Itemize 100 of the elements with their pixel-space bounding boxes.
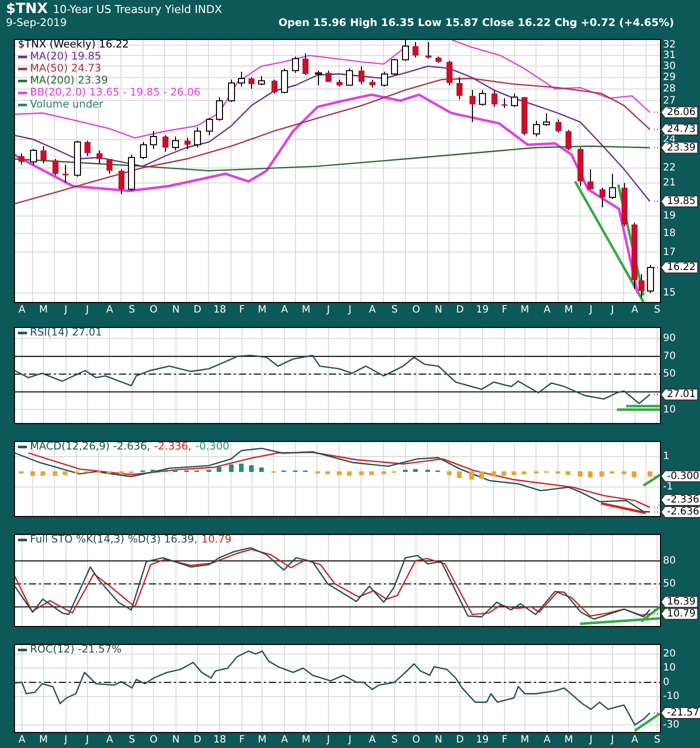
x-tick-label: O [150,304,158,316]
x-tick-label: J [588,304,592,316]
x-tick-label: A [544,734,551,746]
annotation: 23.39 [667,142,696,154]
x-tick-label: A [368,734,376,746]
x-tick-label: M [39,304,48,316]
x-tick-label: J [326,304,330,316]
x-tick-label: M [258,734,267,746]
legend-label: Volume under [30,98,104,111]
x-tick-label: S [391,304,398,316]
annotation: 16.22 [667,262,696,274]
x-tick-label: 18 [213,304,226,316]
y-tick-label: 27 [663,95,676,106]
x-tick-label: D [194,734,202,746]
x-tick-label: M [39,734,48,746]
x-tick-label: 18 [213,734,226,746]
annotation: 27.01 [667,389,696,400]
x-tick-label: A [544,304,551,316]
x-tick-label: A [106,304,114,316]
text: 9-Sep-2019 [6,16,67,30]
x-tick-label: S [654,304,660,316]
annotation: 16.39 [667,596,696,608]
x-tick-label: M [258,304,267,316]
x-tick-label: A [281,734,288,746]
x-tick-label: O [150,734,158,746]
legend-label: MA(50) 24.73 [30,62,102,75]
legend-label: MA(200) 23.39 [30,74,108,87]
legend-label: Full STO %K(14,3) %D(3) 16.39, [30,534,198,546]
x-tick-label: J [326,734,330,746]
y-tick-label: 0 [663,676,670,688]
y-tick-label: -1 [663,482,673,493]
x-tick-label: J [84,734,89,746]
x-tick-label: N [434,304,442,316]
x-tick-label: J [84,304,89,316]
x-tick-label: N [434,734,442,746]
y-tick-label: 28 [663,83,676,94]
x-tick-label: O [412,734,420,746]
y-tick-label: 70 [663,350,676,362]
x-tick-label: S [128,304,136,316]
annotation: -0.300 [667,470,700,482]
x-tick-label: N [172,304,180,316]
x-tick-label: J [610,304,614,316]
annotation: -2.336 [667,494,700,506]
annotation: 24.73 [667,124,696,136]
y-tick-label: 32 [663,40,676,51]
x-tick-label: F [502,304,508,316]
x-tick-label: M [302,734,310,746]
annotation: 19.85 [667,196,696,208]
legend-label: BB(20,2.0) 13.65 - 19.85 - 26.06 [30,86,201,99]
series-label: -0.300 [195,440,230,453]
annotation: 10.79 [667,608,696,620]
x-tick-label: F [239,734,246,746]
legend-label: ROC(12) -21.57% [30,644,122,656]
x-tick-label: F [502,734,508,746]
x-tick-label: A [106,734,114,746]
x-tick-label: D [456,304,464,316]
x-tick-label: 19 [476,734,489,746]
legend-label: MACD(12,26,9) -2.636, [30,440,150,453]
text: Open 15.96 High 16.35 Low 15.87 Close 16.22 Chg +0.72 (+4.65%) [278,16,674,30]
x-tick-label: A [368,304,376,316]
y-tick-label: 10 [663,662,676,674]
y-tick-label: 19 [663,210,676,222]
x-tick-label: O [412,304,420,316]
x-tick-label: 19 [476,304,489,316]
x-tick-label: S [654,734,660,746]
y-tick-label: 17 [663,246,676,258]
x-tick-label: M [520,734,530,746]
x-tick-label: A [631,304,638,316]
x-tick-label: D [456,734,464,746]
x-tick-label: J [63,734,68,746]
y-tick-label: 21 [663,178,676,189]
y-tick-label: 50 [663,368,676,380]
legend-label: MA(20) 19.85 [30,50,102,63]
y-tick-label: 15 [663,288,676,299]
chart-title: $TNX [6,1,48,17]
x-tick-label: J [588,734,592,746]
annotation: -2.636 [667,506,700,518]
y-tick-label: 22 [663,162,676,174]
y-tick-label: 31 [663,50,676,62]
x-tick-label: J [347,734,352,746]
series-label: -2.336, [154,440,192,453]
x-tick-label: N [172,734,180,746]
x-tick-label: F [239,304,246,316]
x-tick-label: M [302,304,310,316]
x-tick-label: A [18,304,26,316]
x-tick-label: M [564,304,573,316]
y-tick-label: 10 [663,404,676,416]
legend-label: RSI(14) 27.01 [30,326,102,339]
y-tick-label: -10 [663,691,680,702]
x-tick-label: M [520,304,530,316]
y-tick-label: 50 [663,578,676,590]
y-tick-label: 80 [663,555,676,566]
chart-subtitle: 10-Year US Treasury Yield INDX [52,3,222,16]
y-tick-label: -30 [663,719,680,730]
x-tick-label: S [128,734,136,746]
y-tick-label: 1 [663,450,670,462]
y-tick-label: 20 [663,648,676,660]
x-tick-label: A [631,734,638,746]
legend-title: $TNX (Weekly) 16.22 [18,38,129,51]
series-label: 10.79 [201,534,232,546]
